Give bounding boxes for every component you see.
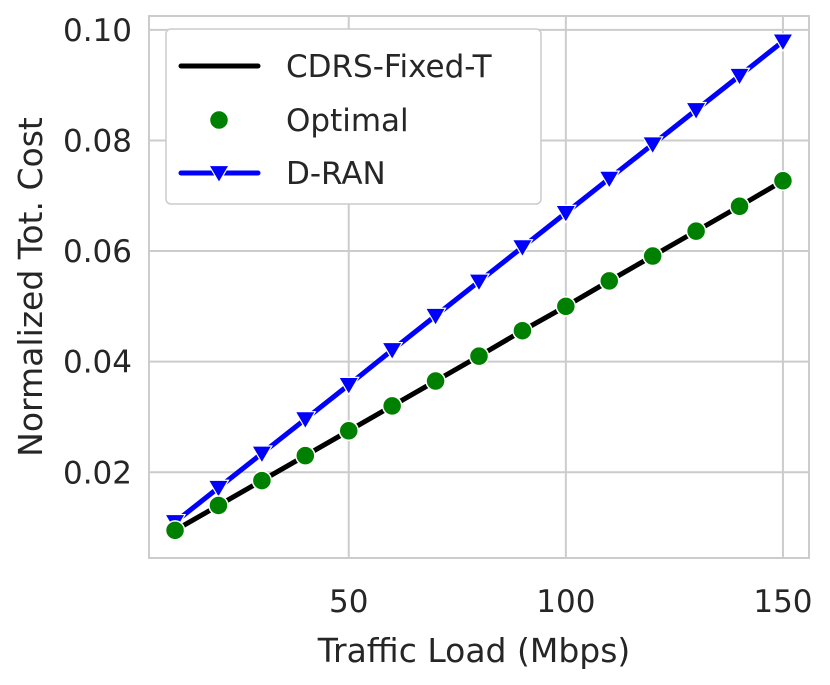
y-axis-label: Normalized Tot. Cost xyxy=(11,117,50,457)
data-point-optimal xyxy=(208,495,229,516)
data-point-optimal xyxy=(512,320,533,341)
data-point-d-ran xyxy=(294,411,317,430)
data-point-d-ran xyxy=(554,204,577,224)
legend: CDRS-Fixed-T Optimal D-RAN xyxy=(165,28,542,205)
x-axis-label: Traffic Load (Mbps) xyxy=(317,631,631,670)
data-point-optimal xyxy=(468,345,490,367)
x-axis-ticks: 50 100 150 xyxy=(329,584,813,620)
legend-label-optimal: Optimal xyxy=(286,103,409,139)
data-point-optimal xyxy=(164,520,186,541)
data-point-d-ran xyxy=(207,479,230,499)
data-point-d-ran xyxy=(467,273,491,293)
data-point-d-ran xyxy=(728,67,751,87)
data-point-optimal xyxy=(685,220,707,242)
legend-label-cdrs-fixed-t: CDRS-Fixed-T xyxy=(286,49,493,85)
data-point-d-ran xyxy=(771,33,794,53)
legend-marker-optimal xyxy=(208,109,230,131)
data-point-optimal xyxy=(642,245,663,267)
legend-marker-d-ran xyxy=(207,164,231,184)
data-point-optimal xyxy=(381,395,403,417)
data-point-optimal xyxy=(772,170,794,192)
y-axis-ticks: 0.02 0.04 0.06 0.08 0.10 xyxy=(63,13,132,491)
data-point-d-ran xyxy=(424,307,447,327)
data-point-d-ran xyxy=(598,170,621,190)
plot-area xyxy=(148,15,810,559)
data-point-optimal xyxy=(729,196,750,217)
data-point-d-ran xyxy=(250,445,273,465)
y-tick-label: 0.10 xyxy=(63,13,132,49)
series-layer xyxy=(164,33,794,541)
data-point-optimal xyxy=(251,470,273,491)
y-tick-label: 0.04 xyxy=(63,345,132,381)
x-tick-label: 150 xyxy=(753,584,812,620)
x-tick-label: 100 xyxy=(536,584,595,620)
y-tick-label: 0.06 xyxy=(63,234,132,270)
y-tick-label: 0.08 xyxy=(63,123,132,159)
data-point-optimal xyxy=(338,420,359,442)
data-point-d-ran xyxy=(337,376,360,396)
data-point-d-ran xyxy=(511,239,534,258)
legend-label-d-ran: D-RAN xyxy=(286,156,386,192)
data-point-d-ran xyxy=(381,341,404,361)
data-point-optimal xyxy=(425,370,446,392)
x-tick-label: 50 xyxy=(329,584,368,620)
legend-box xyxy=(165,28,542,205)
data-point-optimal xyxy=(599,270,620,292)
data-point-optimal xyxy=(295,445,316,466)
data-point-d-ran xyxy=(641,136,664,155)
data-point-d-ran xyxy=(685,101,708,121)
data-point-optimal xyxy=(555,296,577,317)
y-tick-label: 0.02 xyxy=(63,455,132,491)
